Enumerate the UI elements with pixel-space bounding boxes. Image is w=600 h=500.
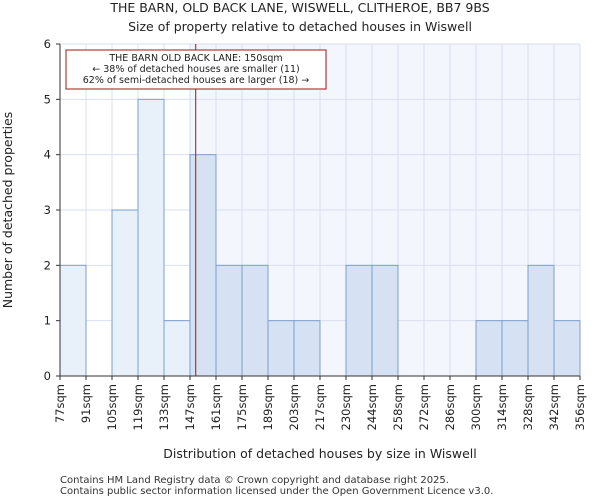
- bar: [527, 264, 555, 377]
- bar: [371, 264, 399, 377]
- chart-title: THE BARN, OLD BACK LANE, WISWELL, CLITHE…: [109, 0, 489, 15]
- x-tick-label: 203sqm: [287, 384, 301, 430]
- x-tick-label: 105sqm: [105, 384, 119, 430]
- x-tick-label: 356sqm: [573, 384, 587, 430]
- x-tick-label: 244sqm: [365, 384, 379, 430]
- bar: [553, 320, 581, 377]
- bar: [345, 264, 373, 377]
- bar: [241, 264, 269, 377]
- y-tick-label: 6: [44, 37, 51, 51]
- y-tick-label: 2: [44, 258, 51, 272]
- y-tick-label: 5: [44, 92, 51, 106]
- annotation-line-3: 62% of semi-detached houses are larger (…: [83, 75, 310, 86]
- annotation-line-2: ← 38% of detached houses are smaller (11…: [92, 64, 299, 75]
- bars-group: [59, 98, 581, 377]
- bar: [59, 264, 87, 377]
- x-tick-label: 147sqm: [183, 384, 197, 430]
- y-tick-label: 3: [44, 203, 51, 217]
- x-tick-label: 91sqm: [79, 384, 93, 423]
- footer-line-1: Contains HM Land Registry data © Crown c…: [60, 475, 449, 486]
- x-tick-label: 300sqm: [469, 384, 483, 430]
- bar: [501, 320, 529, 377]
- bar: [475, 320, 503, 377]
- x-tick-label: 77sqm: [53, 384, 67, 423]
- footer-line-2: Contains public sector information licen…: [60, 486, 493, 497]
- annotation-box: THE BARN OLD BACK LANE: 150sqm ← 38% of …: [65, 49, 327, 90]
- x-axis-label: Distribution of detached houses by size …: [163, 446, 477, 461]
- x-tick-label: 342sqm: [547, 384, 561, 430]
- x-tick-label: 258sqm: [391, 384, 405, 430]
- x-tick-label: 189sqm: [261, 384, 275, 430]
- bar: [293, 320, 321, 377]
- y-tick-labels: 0 1 2 3 4 5 6: [44, 37, 60, 383]
- x-tick-label: 328sqm: [521, 384, 535, 430]
- bar: [163, 320, 191, 377]
- x-tick-label: 314sqm: [495, 384, 509, 430]
- bar: [189, 154, 217, 377]
- y-tick-label: 0: [44, 369, 51, 383]
- x-tick-label: 217sqm: [313, 384, 327, 430]
- x-tick-label: 286sqm: [443, 384, 457, 430]
- x-tick-label: 175sqm: [235, 384, 249, 430]
- bar: [267, 320, 295, 377]
- y-tick-label: 1: [44, 314, 51, 328]
- annotation-line-1: THE BARN OLD BACK LANE: 150sqm: [108, 53, 282, 64]
- y-tick-label: 4: [44, 148, 51, 162]
- x-tick-label: 133sqm: [157, 384, 171, 430]
- x-tick-label: 230sqm: [339, 384, 353, 430]
- x-tick-labels: 77sqm 91sqm 105sqm 119sqm 133sqm 147sqm 161sqm…: [53, 376, 587, 430]
- x-tick-label: 119sqm: [131, 384, 145, 430]
- x-tick-label: 161sqm: [209, 384, 223, 430]
- bar: [215, 264, 243, 377]
- bar: [137, 98, 165, 377]
- y-axis-label: Number of detached properties: [0, 112, 15, 309]
- bar: [111, 209, 139, 377]
- chart-subtitle: Size of property relative to detached ho…: [128, 19, 472, 34]
- x-tick-label: 272sqm: [417, 384, 431, 430]
